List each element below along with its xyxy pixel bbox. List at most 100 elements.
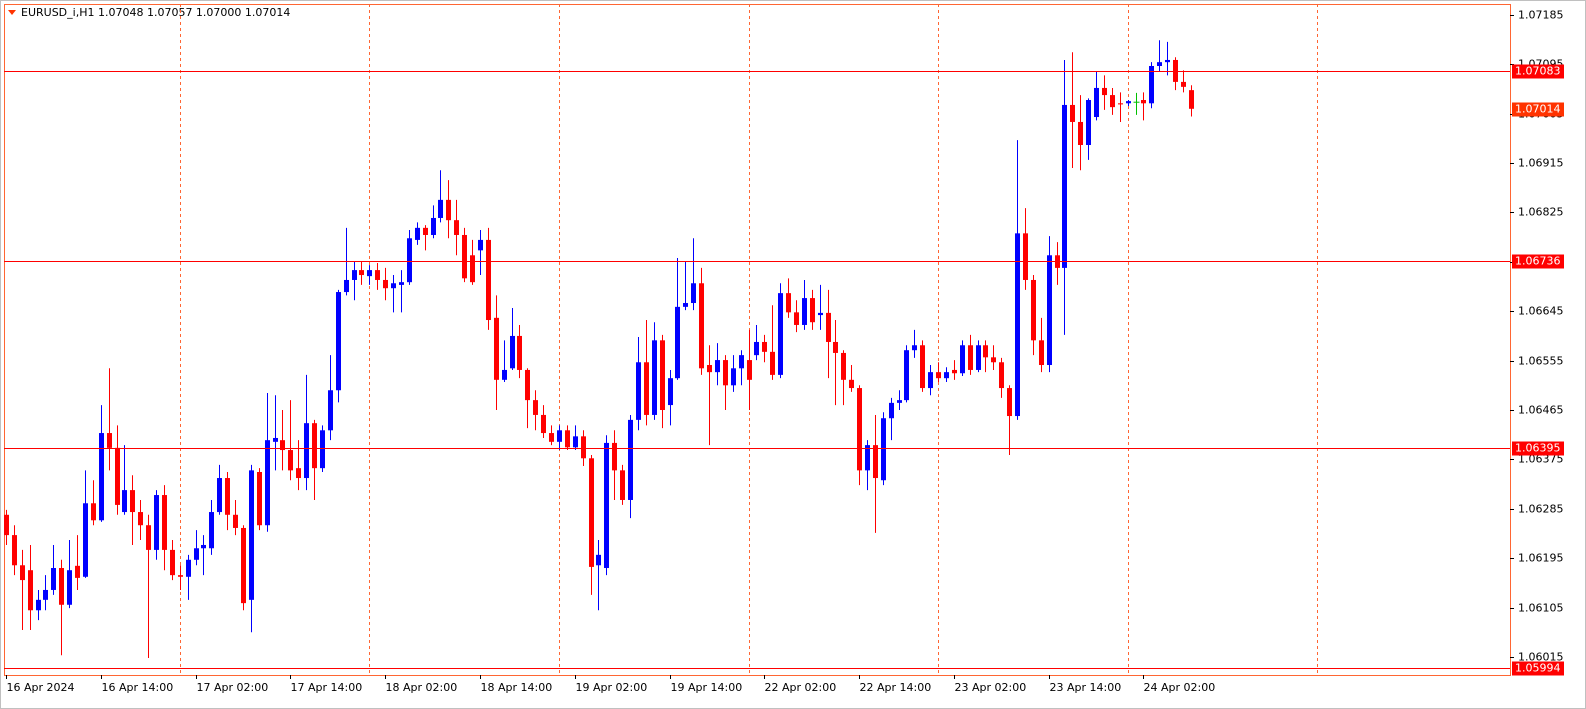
candle-body (802, 298, 807, 325)
candle-body (1039, 340, 1044, 366)
candle-body (107, 433, 112, 448)
candle-body (818, 312, 823, 316)
x-tick-label: 22 Apr 02:00 (765, 681, 837, 694)
candle-body (936, 372, 941, 379)
candle-body (446, 199, 451, 221)
candle-body (549, 433, 554, 442)
candle-body (462, 234, 467, 279)
candle-body (1126, 101, 1131, 104)
candle-body (1157, 62, 1162, 66)
candle-body (683, 303, 688, 307)
chart-title: EURUSD_i,H1 1.07048 1.07057 1.07000 1.07… (21, 6, 290, 19)
candle-body (217, 478, 222, 513)
candle-body (652, 340, 657, 415)
candle-body (415, 227, 420, 240)
symbol-menu-arrow[interactable] (8, 10, 16, 15)
candle-body (636, 362, 641, 420)
candle-body (1094, 87, 1099, 118)
candle-body (43, 589, 48, 600)
candle-body (1023, 233, 1028, 280)
candle-body (747, 360, 752, 380)
candle-body (1086, 100, 1091, 146)
plot-frame (4, 4, 1511, 676)
candle-body (407, 238, 412, 283)
candle-body (904, 350, 909, 401)
candle-body (762, 341, 767, 352)
candle-body (336, 292, 341, 391)
candle-body (502, 369, 507, 380)
candle-body (486, 239, 491, 321)
price-level-label: 1.06736 (1515, 255, 1561, 268)
candle-body (304, 423, 309, 479)
candle-body (288, 450, 293, 471)
candle-body (573, 436, 578, 448)
y-tick-label: 1.06375 (1518, 453, 1564, 466)
candle-body (581, 436, 586, 459)
candle-body (739, 355, 744, 369)
candle-body (454, 220, 459, 235)
candle-body (604, 442, 609, 569)
candle-body (849, 379, 854, 389)
candle-body (241, 527, 246, 604)
candle-body (99, 433, 104, 521)
price-level-label-bg (1512, 441, 1564, 456)
candle-body (83, 503, 88, 577)
y-tick-label: 1.06015 (1518, 651, 1564, 664)
candle-body (470, 255, 475, 283)
candle-body (75, 565, 80, 578)
candle-body (399, 282, 404, 285)
candle-body (431, 217, 436, 235)
x-tick-label: 23 Apr 14:00 (1050, 681, 1122, 694)
candle-body (944, 372, 949, 379)
candle-body (865, 445, 870, 471)
price-level-label-bg (1512, 254, 1564, 269)
candle-body (770, 351, 775, 375)
candle-body (273, 437, 278, 442)
price-level-label: 1.06395 (1515, 442, 1561, 455)
candle-body (968, 345, 973, 370)
candle-body (1165, 59, 1170, 63)
candle-body (991, 357, 996, 363)
candle-body (778, 293, 783, 375)
candle-body (36, 599, 41, 611)
y-tick-label: 1.06915 (1518, 157, 1564, 170)
candle-body (857, 388, 862, 471)
candle-body (565, 430, 570, 448)
candle-body (344, 279, 349, 293)
candle-body (367, 270, 372, 277)
x-tick-label: 24 Apr 02:00 (1144, 681, 1216, 694)
y-tick-label: 1.06105 (1518, 602, 1564, 615)
candle-body (723, 360, 728, 386)
candle-body (28, 570, 33, 611)
candle-body (612, 442, 617, 471)
y-tick-label: 1.06195 (1518, 552, 1564, 565)
candle-body (699, 283, 704, 369)
candle-body (675, 306, 680, 379)
candle-body (320, 430, 325, 469)
candle-body (194, 548, 199, 560)
candle-body (1078, 121, 1083, 146)
candle-body (533, 400, 538, 415)
x-tick-label: 18 Apr 02:00 (386, 681, 458, 694)
candle-body (794, 312, 799, 325)
candle-body (186, 559, 191, 577)
price-level-label-bg (1512, 661, 1564, 676)
candle-body (557, 430, 562, 442)
candle-body (912, 345, 917, 351)
current-price-label: 1.07014 (1515, 103, 1561, 116)
x-tick-label: 16 Apr 14:00 (102, 681, 174, 694)
candle-body (952, 369, 957, 374)
candle-body (178, 575, 183, 577)
candle-body (541, 414, 546, 434)
x-tick-label: 17 Apr 02:00 (197, 681, 269, 694)
candle-body (1015, 233, 1020, 417)
x-tick-label: 23 Apr 02:00 (955, 681, 1027, 694)
candle-body (589, 458, 594, 567)
candle-body (525, 369, 530, 401)
y-tick-label: 1.06465 (1518, 404, 1564, 417)
candle-body (312, 423, 317, 469)
candle-body (1181, 81, 1186, 87)
candle-body (1007, 388, 1012, 417)
